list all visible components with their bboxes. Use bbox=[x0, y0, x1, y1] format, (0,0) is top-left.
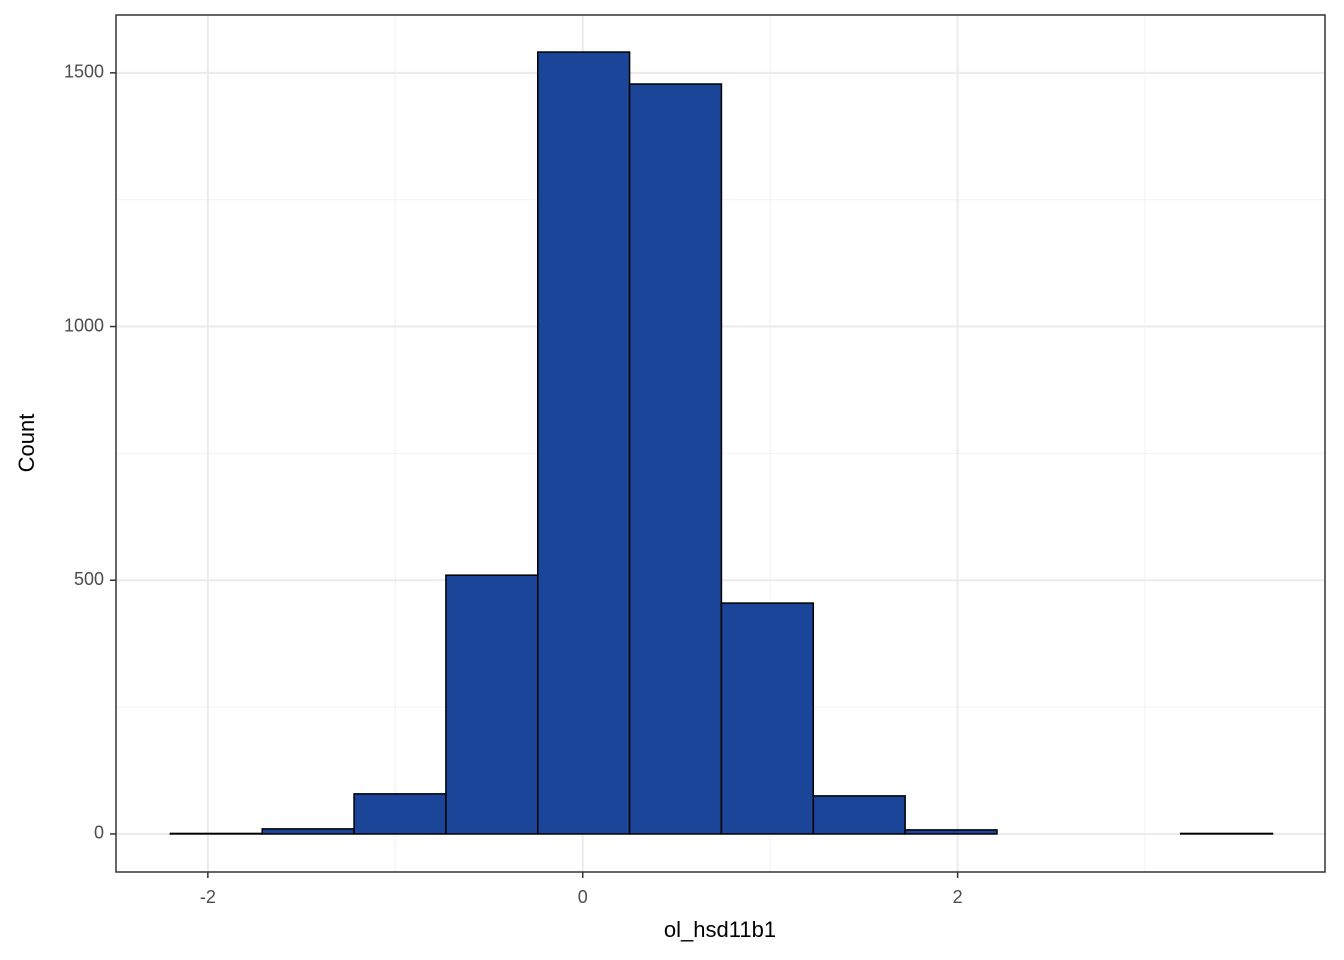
y-axis-title: Count bbox=[14, 414, 39, 473]
x-tick-label: 2 bbox=[953, 887, 963, 907]
bar bbox=[628, 83, 723, 835]
bar bbox=[1179, 832, 1274, 835]
x-axis-title: ol_hsd11b1 bbox=[664, 917, 776, 942]
y-tick-label: 500 bbox=[74, 569, 104, 589]
bar bbox=[720, 602, 815, 835]
bar bbox=[445, 574, 539, 835]
bar bbox=[536, 51, 631, 835]
bar bbox=[353, 793, 447, 835]
y-tick-label: 0 bbox=[94, 823, 104, 843]
y-tick-label: 1000 bbox=[64, 315, 104, 335]
x-tick-label: 0 bbox=[578, 887, 588, 907]
bar bbox=[904, 829, 998, 835]
y-tick-label: 1500 bbox=[64, 62, 104, 82]
panel-border bbox=[115, 14, 1326, 873]
x-tick-label: -2 bbox=[200, 887, 216, 907]
bar bbox=[261, 828, 355, 835]
bar bbox=[812, 795, 906, 835]
bar bbox=[169, 832, 263, 835]
